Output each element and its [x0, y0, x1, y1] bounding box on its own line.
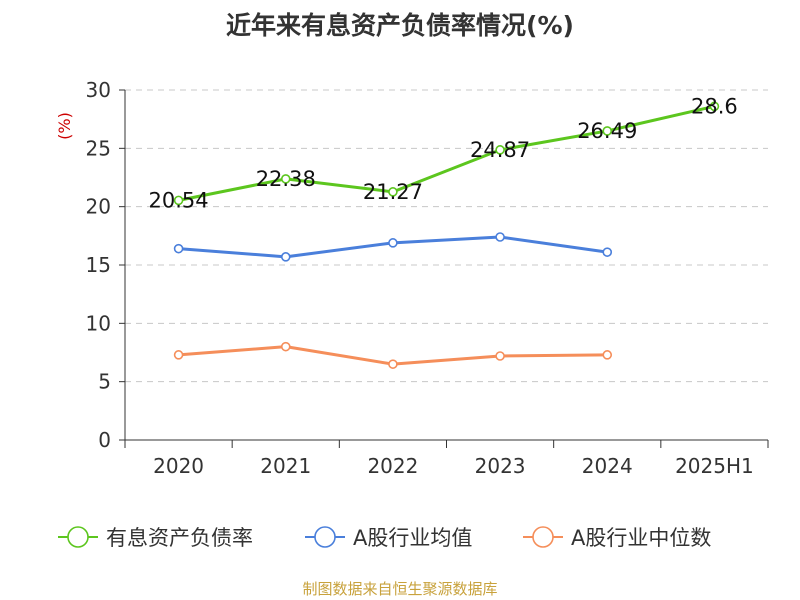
x-tick-label: 2025H1 — [675, 454, 754, 478]
axes: 0 5 10 15 20 25 30 (%) 2020 2021 2022 2023 2024 2025H… — [55, 78, 769, 478]
y-tick-label: 25 — [86, 136, 111, 160]
y-tick-label: 5 — [98, 370, 111, 394]
source-note: 制图数据来自恒生聚源数据库 — [302, 580, 498, 598]
x-tick-label: 2023 — [475, 454, 526, 478]
data-point — [602, 126, 613, 136]
data-point — [388, 238, 398, 248]
y-tick-label: 0 — [98, 428, 111, 452]
x-tick-label: 2024 — [582, 454, 633, 478]
data-label: 28.6 — [691, 94, 738, 118]
data-point — [709, 101, 720, 112]
data-point — [173, 243, 184, 254]
data-point — [173, 195, 184, 206]
legend-label: A股行业中位数 — [571, 526, 711, 550]
data-point — [173, 350, 184, 360]
legend-marker — [314, 526, 336, 548]
data-label: 22.38 — [256, 167, 316, 191]
y-tick-label: 10 — [86, 311, 111, 335]
data-point — [280, 341, 291, 352]
data-point — [602, 247, 613, 257]
y-tick-label: 30 — [86, 78, 111, 102]
legend-marker — [532, 526, 554, 548]
data-label: 20.54 — [149, 188, 209, 212]
y-tick-label: 15 — [86, 253, 111, 277]
x-tick-label: 2022 — [367, 454, 418, 478]
series-lines — [173, 101, 720, 369]
data-point — [602, 350, 613, 360]
data-point — [495, 232, 505, 242]
data-point — [495, 351, 505, 361]
data-point — [495, 145, 505, 155]
series-line — [178, 104, 715, 202]
y-axis-title: (%) — [55, 112, 74, 140]
legend-marker — [67, 526, 89, 548]
legend-label: 有息资产负债率 — [106, 526, 253, 550]
legend-label: A股行业均值 — [353, 526, 472, 550]
data-labels: 20.54 22.38 21.27 24.87 26.49 28.6 — [149, 94, 738, 212]
data-point — [388, 187, 398, 197]
chart-title: 近年来有息资产负债率情况(%) — [226, 11, 574, 40]
data-point — [280, 252, 291, 262]
data-label: 24.87 — [470, 138, 530, 162]
x-tick-label: 2020 — [153, 454, 204, 478]
data-label: 21.27 — [363, 180, 423, 204]
x-tick-label: 2021 — [260, 454, 311, 478]
data-point — [280, 174, 291, 184]
grid-lines — [125, 89, 768, 383]
y-tick-label: 20 — [86, 195, 111, 219]
legend: 有息资产负债率 A股行业均值 A股行业中位数 — [58, 526, 711, 550]
data-label: 26.49 — [577, 119, 637, 143]
data-point — [388, 359, 398, 369]
